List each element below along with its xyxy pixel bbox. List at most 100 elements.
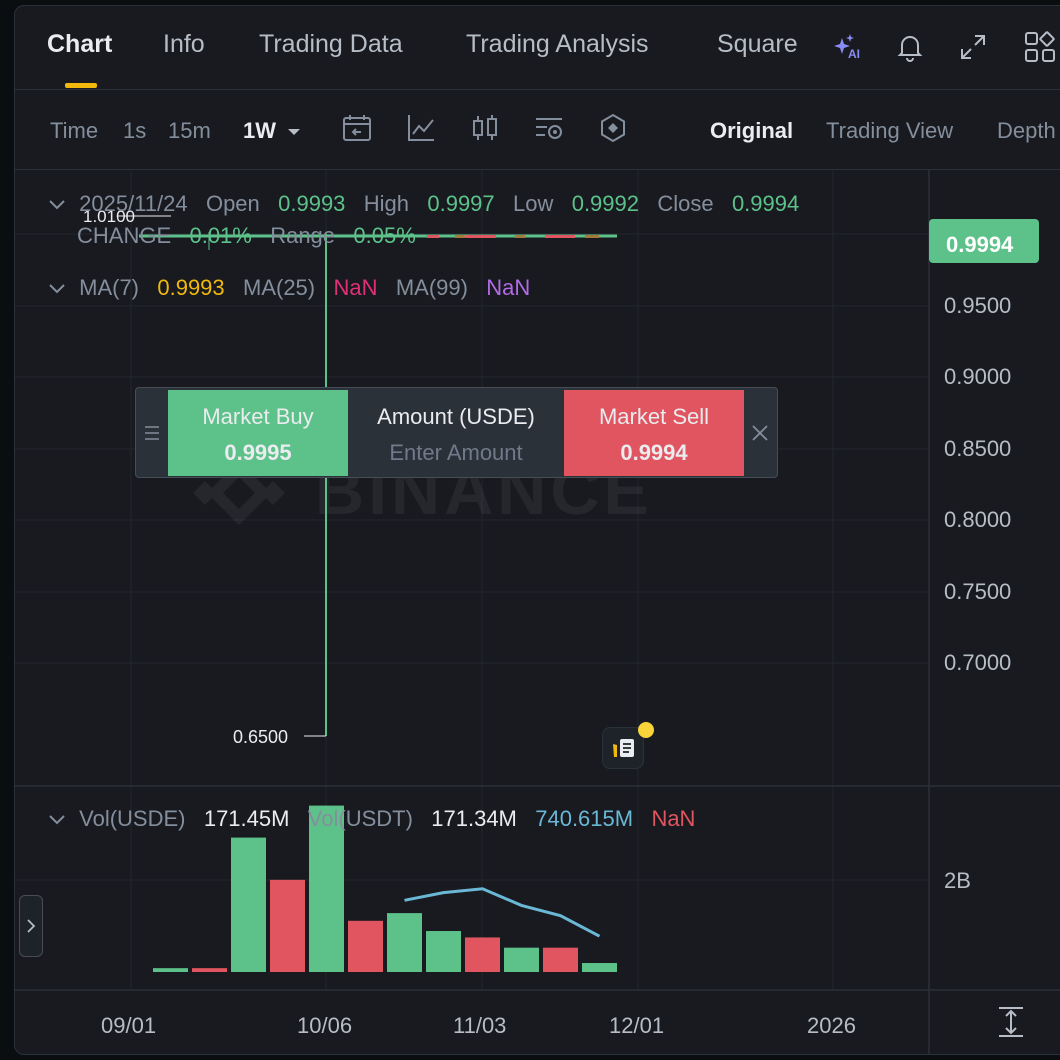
chart-panel: Chart Info Trading Data Trading Analysis… (14, 5, 1060, 1055)
bell-icon[interactable] (893, 30, 927, 64)
low-marker: 0.6500 (233, 727, 288, 747)
volume-ma-line (404, 887, 601, 938)
price-tick: 0.8500 (944, 436, 1012, 461)
drag-handle-icon[interactable] (144, 424, 160, 442)
low-value: 0.9992 (571, 191, 639, 216)
candlestick-icon[interactable] (469, 112, 501, 144)
panel-dividers (15, 170, 1060, 1054)
interval-select[interactable]: 1W (243, 118, 302, 144)
close-icon[interactable] (751, 424, 769, 442)
close-value: 0.9994 (731, 191, 800, 216)
vol1-value: 171.45M (203, 806, 290, 831)
time-tick: 11/03 (453, 1013, 507, 1038)
high-label: High (363, 191, 410, 216)
calendar-icon[interactable] (341, 112, 373, 144)
time-tick: 12/01 (609, 1013, 665, 1038)
price-tick: 0.9500 (944, 293, 1012, 318)
ai-sparkle-icon[interactable]: AI (833, 30, 867, 64)
view-trading-view[interactable]: Trading View (826, 118, 954, 143)
ma7-label: MA(7) (79, 275, 140, 300)
amount-field[interactable]: Amount (USDE) Enter Amount (348, 390, 564, 476)
selected-interval: 1W (243, 118, 276, 143)
tab-square[interactable]: Square (717, 30, 798, 58)
time-tick: 10/06 (297, 1013, 353, 1038)
volume-bar (231, 837, 266, 972)
ohlc-date: 2025/11/24 (79, 191, 188, 216)
volume-bar (309, 805, 344, 972)
market-buy-price: 0.9995 (224, 440, 292, 465)
high-value: 0.9997 (427, 191, 495, 216)
view-depth[interactable]: Depth (997, 118, 1056, 143)
view-original[interactable]: Original (710, 118, 794, 143)
interval-15m[interactable]: 15m (168, 118, 211, 143)
vol-ma-a: 740.615M (535, 806, 634, 831)
tab-trading-analysis[interactable]: Trading Analysis (466, 30, 649, 58)
range-label: Range (270, 223, 336, 248)
market-sell-label: Market Sell (598, 404, 710, 429)
change-value: 0.01% (189, 223, 252, 248)
hexagon-icon[interactable] (597, 112, 629, 144)
volume-bar (270, 879, 305, 972)
volume-bar (348, 920, 383, 972)
indicator-settings-icon[interactable] (533, 112, 565, 144)
price-tick: 0.7000 (944, 650, 1012, 675)
auto-scale-icon[interactable] (995, 1005, 1027, 1039)
vol2-label: Vol(USDT) (307, 806, 413, 831)
caret-down-icon (288, 129, 301, 136)
open-label: Open (205, 191, 260, 216)
amount-label: Amount (USDE) (377, 404, 535, 429)
chevron-down-icon[interactable] (47, 198, 67, 212)
close-label: Close (657, 191, 714, 216)
notification-dot (638, 722, 654, 738)
range-value: 0.05% (353, 223, 416, 248)
amount-input[interactable]: Enter Amount (389, 440, 523, 465)
chevron-down-icon[interactable] (47, 813, 67, 827)
market-sell-button[interactable]: Market Sell 0.9994 (564, 390, 744, 476)
chart-toolbar: Time 1s 15m 1W Original Trading (15, 90, 1060, 170)
vol1-label: Vol(USDE) (79, 806, 186, 831)
volume-bar (387, 913, 422, 972)
market-buy-button[interactable]: Market Buy 0.9995 (168, 390, 348, 476)
volume-bars (153, 805, 617, 972)
sidebar-toggle[interactable] (19, 895, 43, 957)
news-button[interactable] (602, 722, 654, 769)
volume-bar (504, 947, 539, 972)
tab-trading-data[interactable]: Trading Data (259, 30, 403, 58)
expand-icon[interactable] (956, 30, 990, 64)
line-chart-icon[interactable] (405, 112, 437, 144)
current-price-tag: 0.9994 (929, 219, 1039, 263)
low-label: Low (513, 191, 554, 216)
interval-1s[interactable]: 1s (123, 118, 147, 143)
price-tick: 0.8000 (944, 507, 1012, 532)
volume-legend: Vol(USDE) 171.45M Vol(USDT) 171.34M 740.… (47, 806, 695, 832)
active-tab-indicator (65, 83, 97, 88)
tab-bar: Chart Info Trading Data Trading Analysis… (15, 6, 1060, 90)
time-tick: 2026 (807, 1013, 856, 1038)
volume-axis-tick: 2B (944, 868, 971, 893)
volume-bar (153, 968, 188, 972)
vol2-value: 171.34M (431, 806, 517, 831)
volume-bar (192, 968, 227, 972)
volume-bar (465, 937, 500, 972)
chart-canvas: BINANCE 1.0100 0.6500 (15, 170, 1060, 1054)
ma99-label: MA(99) (395, 275, 468, 300)
chevron-down-icon[interactable] (47, 282, 67, 296)
change-label: CHANGE (77, 223, 172, 248)
tab-chart[interactable]: Chart (47, 30, 113, 58)
ma25-value: NaN (333, 275, 378, 300)
tab-info[interactable]: Info (163, 30, 205, 58)
time-tick: 09/01 (101, 1013, 157, 1038)
change-legend: CHANGE 0.01% Range 0.05% (77, 223, 416, 249)
volume-bar (543, 947, 578, 972)
news-icon (613, 739, 634, 757)
grid-icon[interactable] (1023, 30, 1057, 64)
ma7-value: 0.9993 (157, 275, 225, 300)
volume-bar (426, 931, 461, 972)
open-value: 0.9993 (278, 191, 346, 216)
high-marker: 1.0100 (83, 207, 135, 226)
quick-order-widget: Market Buy 0.9995 Amount (USDE) Enter Am… (135, 387, 778, 478)
time-label: Time (50, 118, 99, 143)
svg-text:AI: AI (848, 47, 860, 61)
ohlc-legend: 2025/11/24 Open 0.9993 High 0.9997 Low 0… (47, 191, 799, 217)
ma99-value: NaN (486, 275, 531, 300)
